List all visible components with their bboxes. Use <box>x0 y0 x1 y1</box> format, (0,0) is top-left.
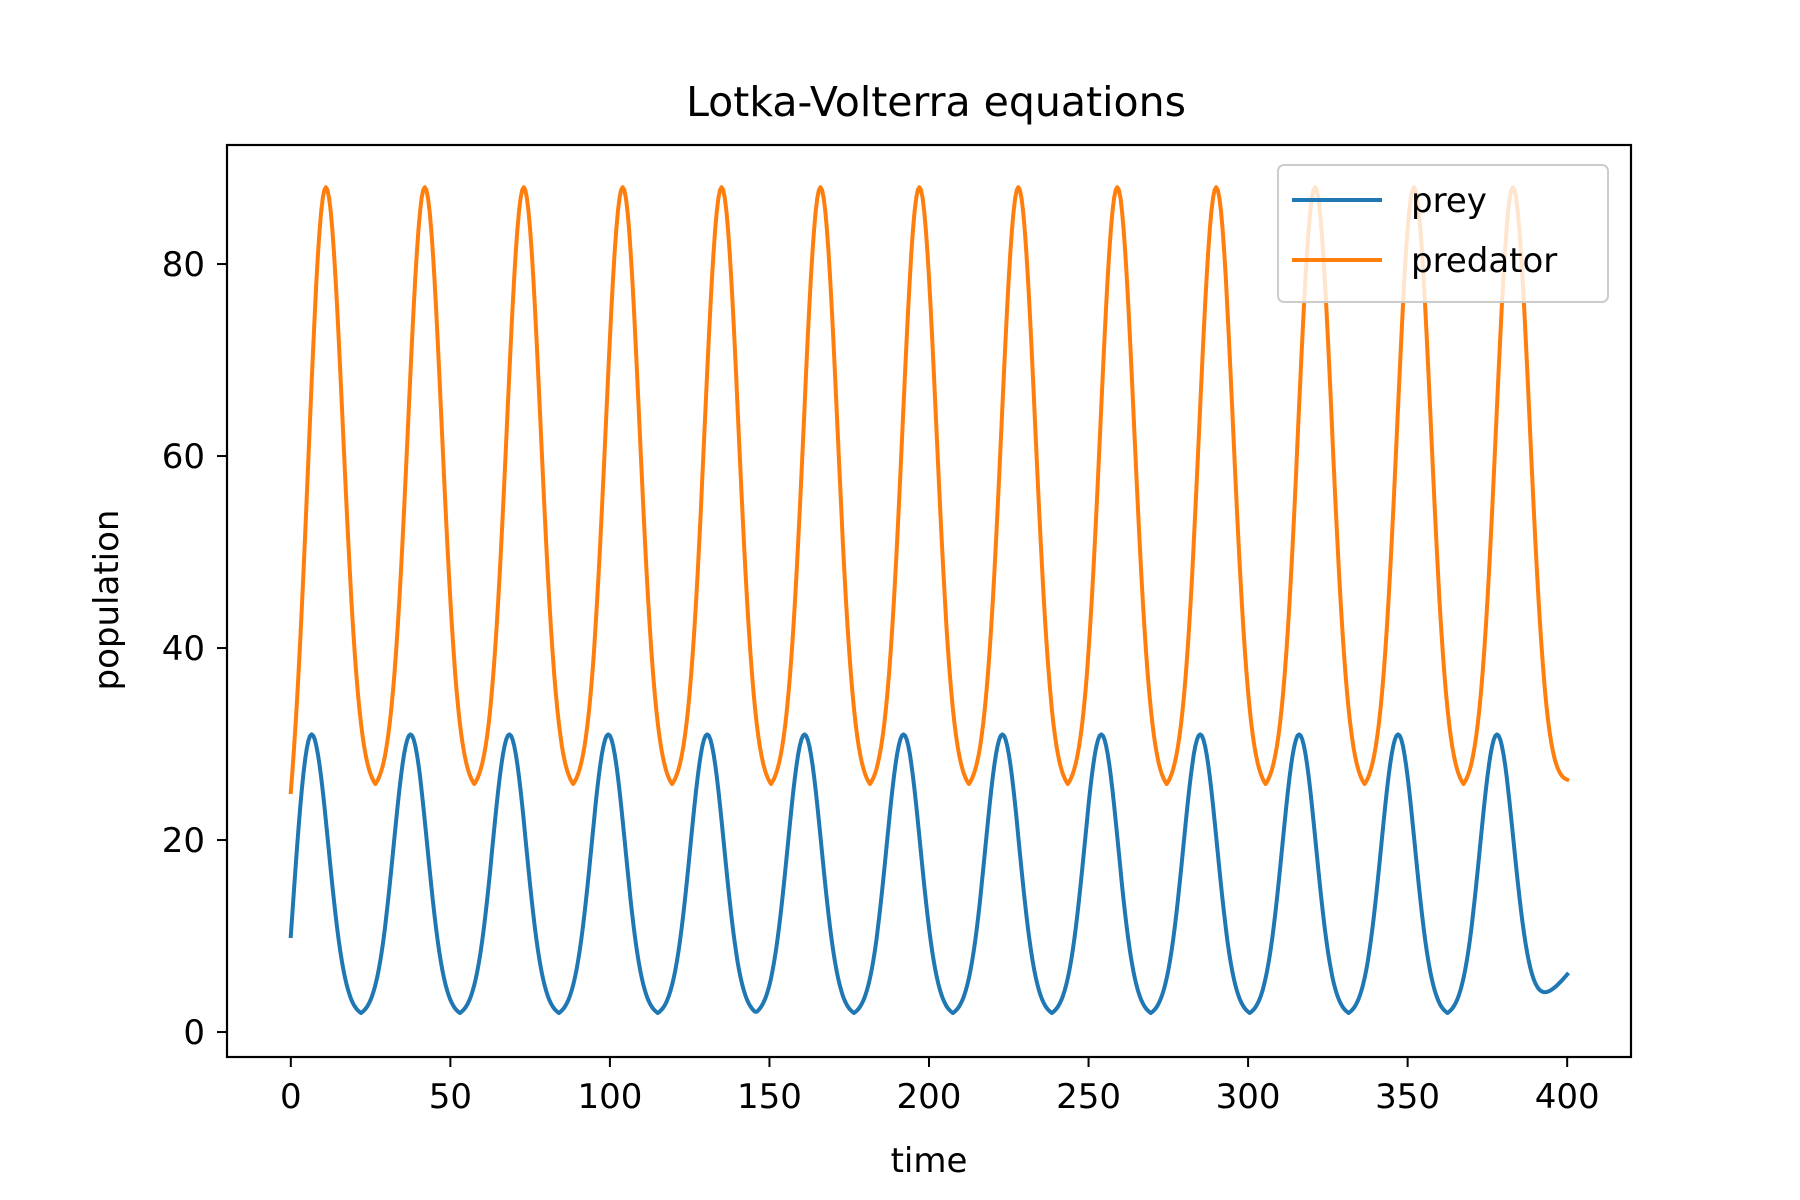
y-tick-label: 80 <box>162 245 205 285</box>
y-tick-label: 0 <box>183 1013 205 1053</box>
y-tick-label: 40 <box>162 629 205 669</box>
predator-series-line <box>288 185 1570 795</box>
x-axis-ticks: 0 50 100 150 200 250 300 350 400 <box>280 1057 1600 1117</box>
prey-legend-label: prey <box>1411 181 1487 221</box>
y-axis-ticks: 0 20 40 60 80 <box>162 245 227 1053</box>
x-tick-label: 100 <box>577 1077 642 1117</box>
legend-entries: prey predator <box>1292 181 1557 281</box>
x-tick-label: 400 <box>1535 1077 1600 1117</box>
legend: prey predator <box>1277 164 1609 303</box>
y-axis-label: population <box>87 510 127 691</box>
prey-series-line <box>288 732 1571 1015</box>
x-tick-label: 300 <box>1216 1077 1281 1117</box>
y-tick-label: 20 <box>162 821 205 861</box>
x-axis-label: time <box>891 1141 968 1181</box>
x-tick-label: 350 <box>1375 1077 1440 1117</box>
series-layer <box>288 185 1571 1015</box>
chart-title: Lotka-Volterra equations <box>686 78 1186 126</box>
x-tick-label: 200 <box>897 1077 962 1117</box>
x-tick-label: 150 <box>737 1077 802 1117</box>
y-tick-label: 60 <box>162 437 205 477</box>
x-tick-label: 0 <box>280 1077 302 1117</box>
x-tick-label: 50 <box>429 1077 472 1117</box>
x-tick-label: 250 <box>1056 1077 1121 1117</box>
predator-legend-label: predator <box>1411 241 1557 281</box>
